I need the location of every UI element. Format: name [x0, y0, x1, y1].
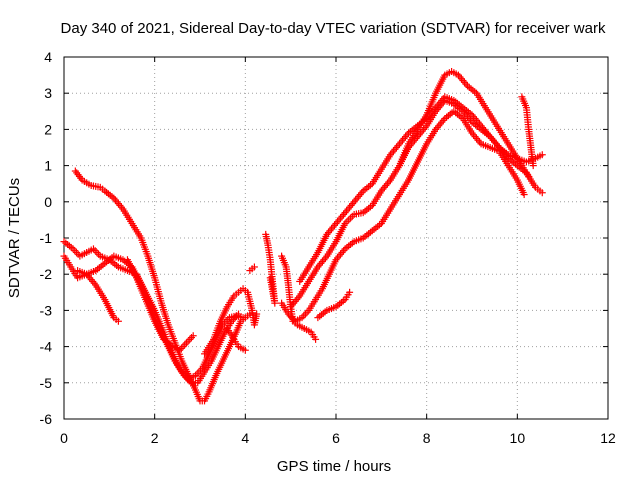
x-tick-label: 8: [423, 430, 431, 446]
data-point-interp: [303, 308, 311, 316]
y-tick-label: 4: [44, 49, 52, 65]
data-point: [525, 172, 533, 180]
x-tick-label: 2: [151, 430, 159, 446]
data-point: [241, 346, 249, 354]
data-point-interp: [91, 247, 99, 255]
y-axis-label: SDTVAR / TECUs: [6, 178, 23, 298]
data-point: [529, 162, 537, 170]
y-tick-label: -5: [40, 375, 53, 391]
data-point: [239, 314, 247, 322]
y-tick-label: -3: [40, 302, 53, 318]
chart-title: Day 340 of 2021, Sidereal Day-to-day VTE…: [61, 20, 606, 37]
data-point-interp: [347, 214, 355, 222]
data-point-interp: [181, 341, 189, 349]
y-tick-label: -2: [40, 266, 53, 282]
x-tick-label: 4: [241, 430, 249, 446]
y-tick-label: 3: [44, 85, 52, 101]
data-point: [189, 332, 197, 340]
y-tick-label: -1: [40, 230, 53, 246]
data-point: [346, 288, 354, 296]
data-point-interp: [186, 335, 194, 343]
data-point: [520, 191, 528, 199]
data-point: [182, 339, 190, 347]
data-point: [114, 317, 122, 325]
x-axis-label: GPS time / hours: [277, 458, 391, 475]
x-tick-label: 12: [600, 430, 616, 446]
data-point: [538, 189, 546, 197]
data-point-interp: [301, 310, 309, 318]
data-point-interp: [188, 334, 195, 342]
x-axis-ticks: 0 2 4 6 8 10 12: [60, 57, 616, 446]
y-tick-label: 1: [44, 158, 52, 174]
data-point: [253, 310, 261, 318]
data-point: [538, 151, 546, 159]
data-point-interp: [345, 216, 353, 224]
x-tick-label: 0: [60, 430, 68, 446]
x-tick-label: 6: [332, 430, 340, 446]
y-axis-ticks: -6 -5 -4 -3 -2 -1 0 1 2 3 4: [40, 49, 608, 427]
data-point: [312, 335, 320, 343]
y-tick-label: 0: [44, 194, 52, 210]
x-tick-label: 10: [510, 430, 526, 446]
data-point-interp: [71, 247, 79, 255]
data-point: [266, 274, 274, 282]
data-point-interp: [184, 337, 192, 345]
data-points: [60, 67, 546, 405]
y-tick-label: 2: [44, 121, 52, 137]
data-point-interp: [74, 250, 82, 258]
y-tick-label: -4: [40, 339, 53, 355]
y-tick-label: -6: [40, 411, 53, 427]
data-point: [250, 263, 258, 271]
